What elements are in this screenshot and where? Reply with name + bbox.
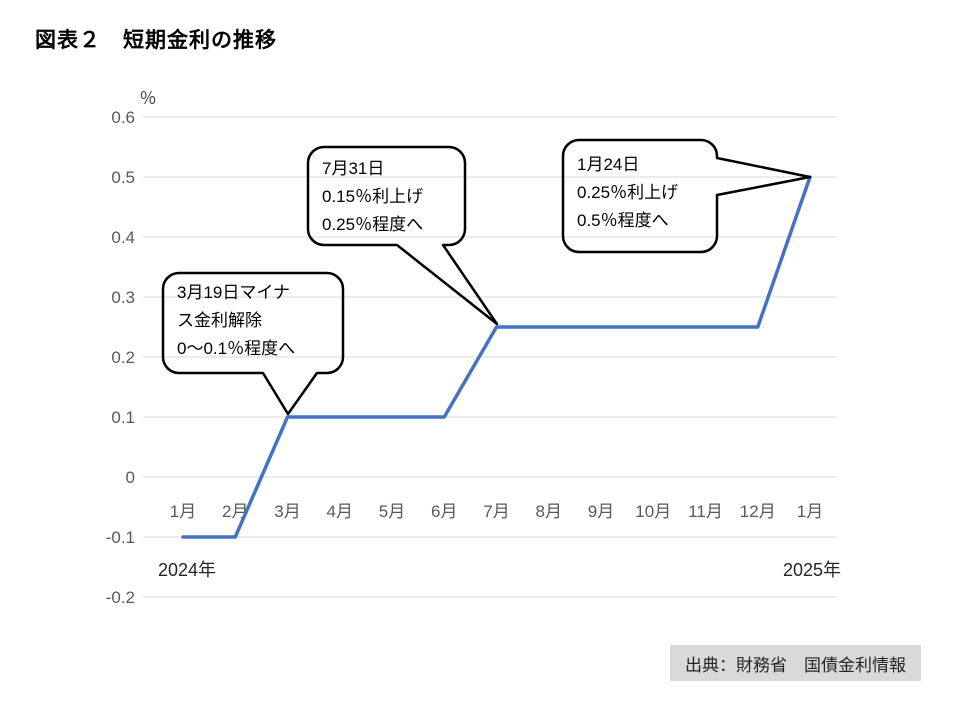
- x-tick-label: 12月: [740, 502, 776, 521]
- y-tick-label: 0.2: [111, 348, 135, 367]
- page-title: 図表２ 短期金利の推移: [35, 29, 277, 52]
- x-tick-label: 7月: [483, 502, 509, 521]
- x-tick-label: 3月: [274, 502, 300, 521]
- y-tick-label: -0.2: [106, 588, 135, 607]
- callout-annotation: 1月24日 0.25％利上げ 0.5％程度へ: [561, 138, 812, 254]
- x-tick-label: 8月: [536, 502, 562, 521]
- source-box: 出典：財務省 国債金利情報: [670, 645, 921, 681]
- x-tick-label: 6月: [431, 502, 457, 521]
- callout-text-line: 0.25％利上げ: [577, 183, 678, 202]
- y-tick-label: 0.1: [111, 408, 135, 427]
- x-tick-label: 1月: [170, 502, 196, 521]
- x-tick-label: 1月: [797, 502, 823, 521]
- callout-text-line: ス金利解除: [177, 311, 262, 330]
- y-tick-label: 0.3: [111, 288, 135, 307]
- callout-text-line: 0〜0.1％程度へ: [177, 339, 295, 358]
- x-tick-label: 2月: [222, 502, 248, 521]
- x-tick-label: 9月: [588, 502, 614, 521]
- y-tick-label: 0.4: [111, 228, 135, 247]
- callout-text-line: 3月19日マイナ: [177, 283, 290, 302]
- x-tick-label: 4月: [327, 502, 353, 521]
- callout-text-line: 7月31日: [322, 159, 384, 178]
- y-tick-label: -0.1: [106, 528, 135, 547]
- x-tick-label: 10月: [635, 502, 671, 521]
- callout-text-line: 0.15％利上げ: [322, 187, 423, 206]
- callout-bubble-outline: [561, 138, 812, 254]
- y-tick-label: 0.5: [111, 168, 135, 187]
- callout-annotation: 7月31日 0.15％利上げ 0.25％程度へ: [306, 145, 499, 326]
- x-tick-label: 11月: [688, 502, 723, 521]
- y-axis-unit-label: ％: [140, 89, 157, 108]
- y-tick-label: 0.6: [111, 108, 135, 127]
- callout-text-line: 0.5％程度へ: [577, 211, 669, 230]
- year-label: 2024年: [158, 560, 216, 580]
- y-tick-label: 0: [126, 468, 135, 487]
- callout-bubble-outline: [306, 145, 499, 326]
- callout-bubble-outline: [161, 271, 345, 416]
- year-label: 2025年: [783, 560, 841, 580]
- rate-line: [181, 175, 812, 539]
- callout-text-line: 0.25％程度へ: [322, 215, 423, 234]
- callout-text-line: 1月24日: [577, 155, 639, 174]
- x-tick-label: 5月: [379, 502, 405, 521]
